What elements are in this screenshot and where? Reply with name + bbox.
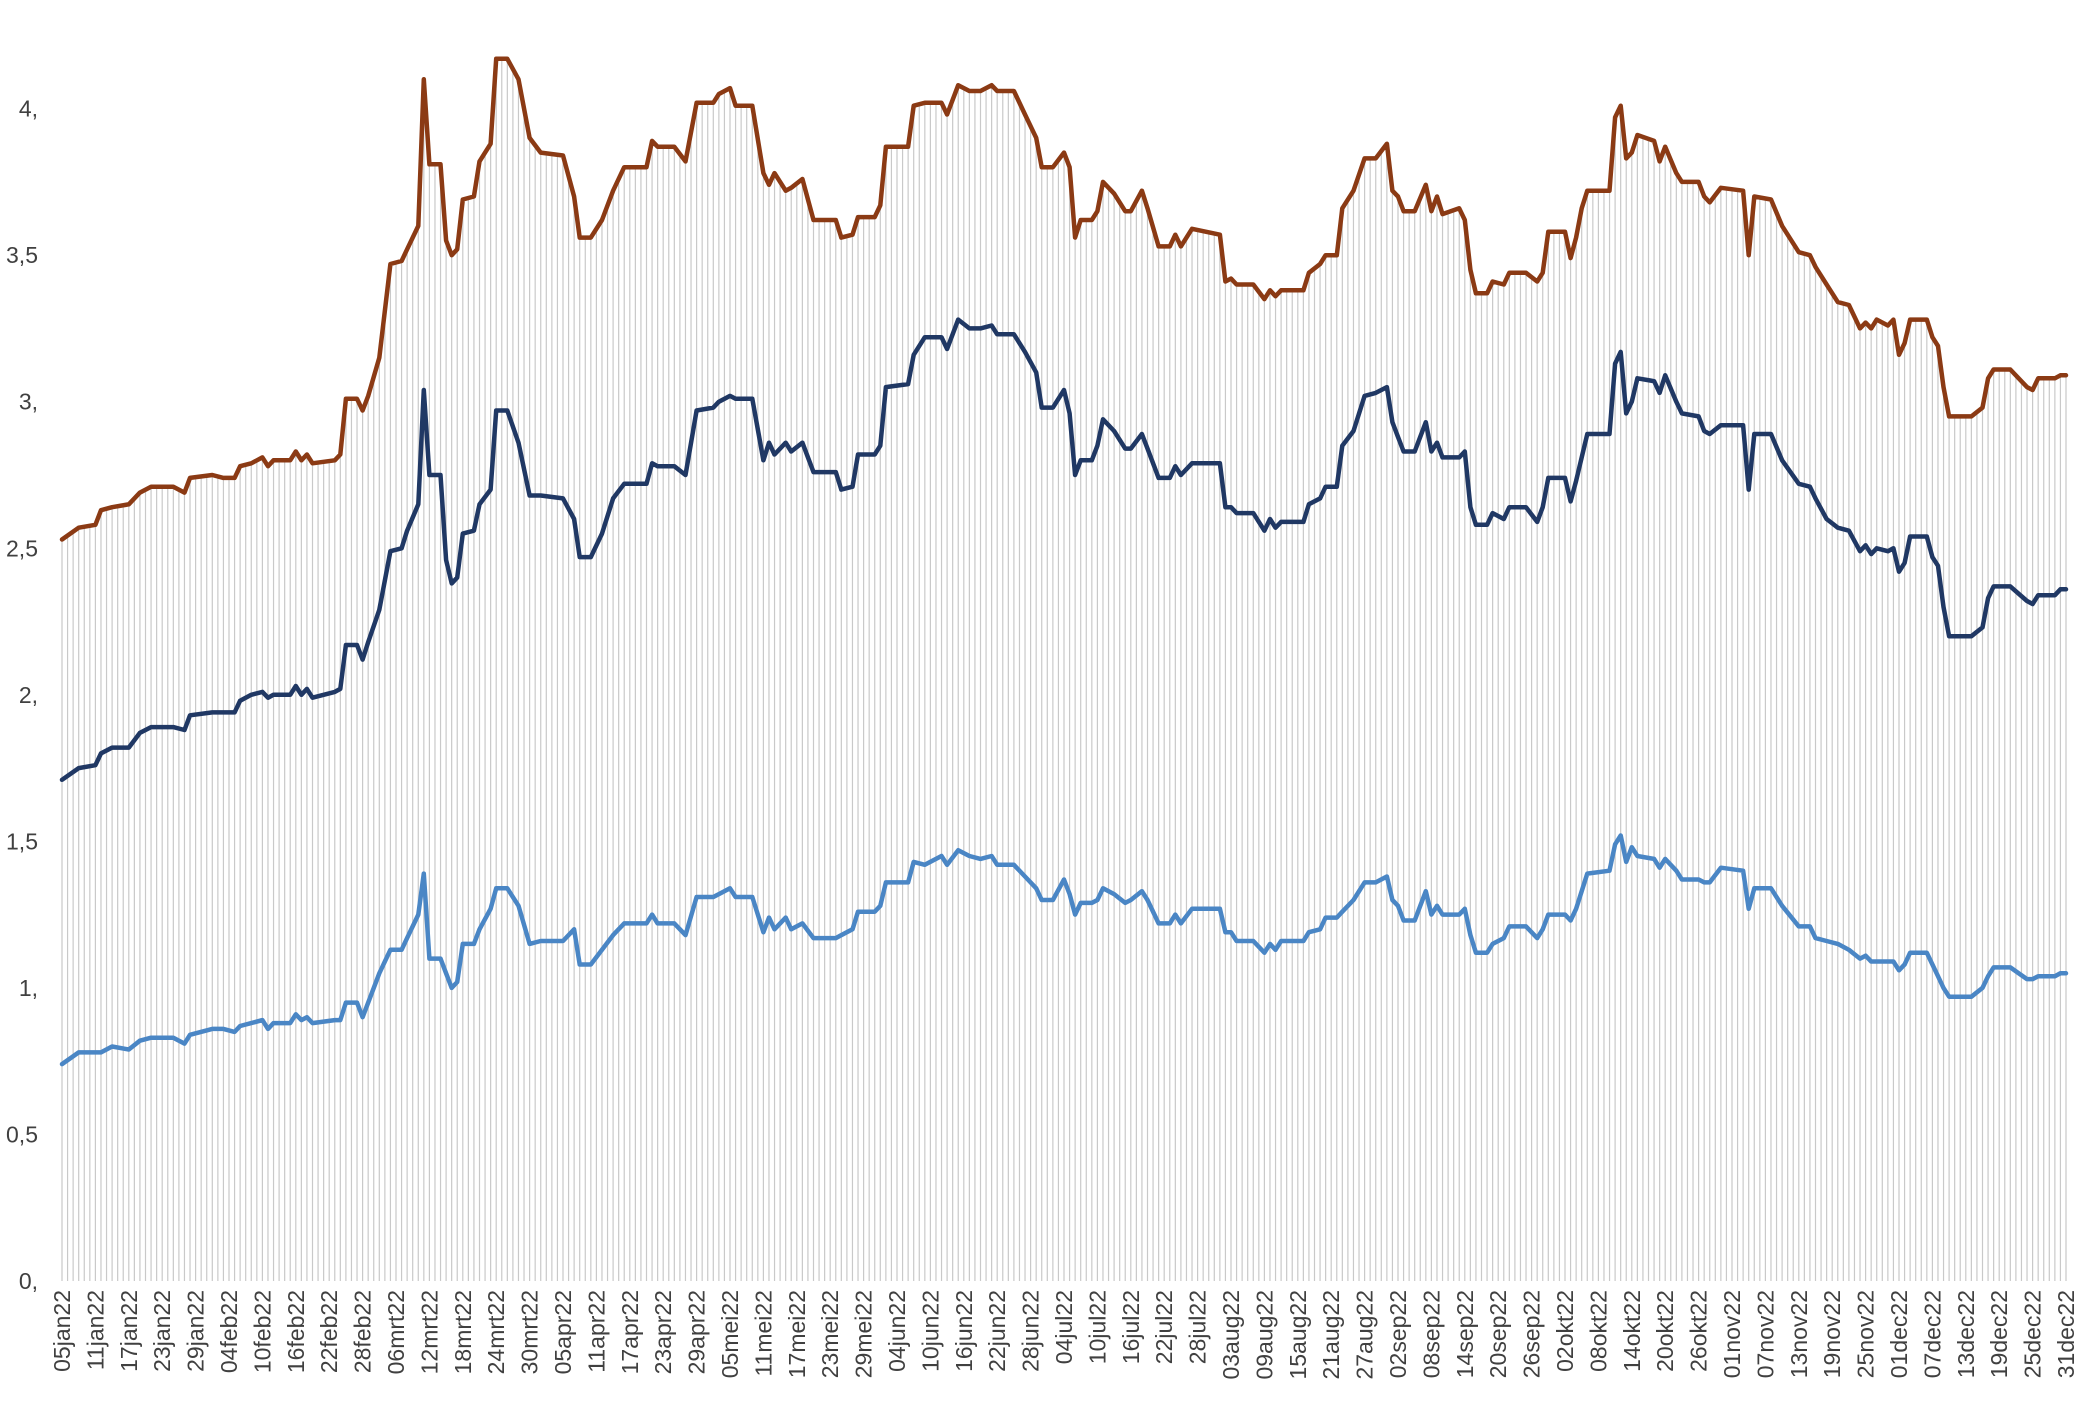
y-tick-label: 1, (19, 975, 38, 1001)
y-tick-label: 3,5 (6, 242, 38, 268)
x-tick-label: 25dec22 (2020, 1290, 2046, 1378)
x-tick-label: 19nov22 (1819, 1290, 1845, 1378)
x-tick-label: 28jul22 (1185, 1290, 1211, 1364)
y-tick-label: 2, (19, 682, 38, 708)
x-tick-label: 16feb22 (283, 1290, 309, 1373)
x-tick-label: 22jul22 (1151, 1290, 1177, 1364)
x-tick-label: 26okt22 (1686, 1290, 1712, 1372)
x-tick-label: 27aug22 (1352, 1290, 1378, 1380)
y-axis-tick-labels: 0, 0,5 1, 1,5 2, 2,5 3, 3,5 4, (6, 96, 38, 1294)
x-tick-label: 23apr22 (650, 1290, 676, 1374)
x-tick-label: 17apr22 (617, 1290, 643, 1374)
x-tick-label: 28jun22 (1018, 1290, 1044, 1372)
x-tick-label: 22jun22 (984, 1290, 1010, 1372)
x-tick-label: 06mrt22 (383, 1290, 409, 1374)
x-tick-label: 29jan22 (183, 1290, 209, 1372)
series-line-2 (59, 317, 2069, 783)
x-tick-label: 05apr22 (550, 1290, 576, 1374)
x-tick-label: 21aug22 (1318, 1290, 1344, 1380)
x-tick-label: 13nov22 (1786, 1290, 1812, 1378)
y-tick-label: 4, (19, 96, 38, 122)
x-tick-label: 10jun22 (917, 1290, 943, 1372)
x-tick-label: 09aug22 (1251, 1290, 1277, 1380)
x-tick-label: 14sep22 (1452, 1290, 1478, 1378)
series-lines (59, 56, 2069, 1067)
x-tick-label: 31dec22 (2053, 1290, 2079, 1378)
x-tick-label: 04feb22 (216, 1290, 242, 1373)
x-tick-label: 23mei22 (817, 1290, 843, 1378)
x-tick-label: 17mei22 (784, 1290, 810, 1378)
x-tick-label: 02okt22 (1552, 1290, 1578, 1372)
x-tick-label: 30mrt22 (517, 1290, 543, 1374)
y-tick-label: 1,5 (6, 828, 38, 854)
x-axis-tick-labels: 05jan22 11jan22 17jan22 23jan22 29jan22 04feb… (49, 1290, 2079, 1380)
x-tick-label: 23jan22 (149, 1290, 175, 1372)
x-tick-label: 20okt22 (1652, 1290, 1678, 1372)
series-line-1 (59, 56, 2069, 542)
x-tick-label: 07dec22 (1919, 1290, 1945, 1378)
x-tick-label: 22feb22 (316, 1290, 342, 1373)
y-tick-label: 2,5 (6, 535, 38, 561)
x-tick-label: 04jun22 (884, 1290, 910, 1372)
x-tick-label: 29mei22 (851, 1290, 877, 1378)
x-tick-label: 07nov22 (1752, 1290, 1778, 1378)
x-tick-label: 18mrt22 (450, 1290, 476, 1374)
x-tick-label: 15aug22 (1285, 1290, 1311, 1380)
x-tick-label: 03aug22 (1218, 1290, 1244, 1380)
x-tick-label: 11jan22 (82, 1290, 108, 1370)
x-tick-label: 28feb22 (350, 1290, 376, 1373)
x-tick-label: 01dec22 (1886, 1290, 1912, 1378)
y-tick-label: 0, (19, 1268, 38, 1294)
x-tick-label: 08sep22 (1418, 1290, 1444, 1378)
x-tick-label: 04jul22 (1051, 1290, 1077, 1364)
x-tick-label: 17jan22 (116, 1290, 142, 1372)
x-tick-label: 05mei22 (717, 1290, 743, 1378)
x-tick-label: 10jul22 (1084, 1290, 1110, 1364)
x-tick-label: 10feb22 (249, 1290, 275, 1373)
x-tick-label: 12mrt22 (416, 1290, 442, 1374)
y-tick-label: 0,5 (6, 1122, 38, 1148)
x-tick-label: 05jan22 (49, 1290, 75, 1372)
background-bars (61, 58, 2067, 1281)
x-tick-label: 29apr22 (684, 1290, 710, 1374)
x-tick-label: 16jul22 (1118, 1290, 1144, 1364)
x-tick-label: 16jun22 (951, 1290, 977, 1372)
y-tick-label: 3, (19, 389, 38, 415)
x-tick-label: 01nov22 (1719, 1290, 1745, 1378)
x-tick-label: 25nov22 (1853, 1290, 1879, 1378)
x-tick-label: 20sep22 (1485, 1290, 1511, 1378)
x-tick-label: 11apr22 (583, 1290, 609, 1373)
x-tick-label: 13dec22 (1953, 1290, 1979, 1378)
x-tick-label: 02sep22 (1385, 1290, 1411, 1378)
x-tick-label: 08okt22 (1585, 1290, 1611, 1372)
series-line-3 (59, 833, 2069, 1067)
x-tick-label: 19dec22 (1986, 1290, 2012, 1378)
x-tick-label: 14okt22 (1619, 1290, 1645, 1372)
x-tick-label: 26sep22 (1519, 1290, 1545, 1378)
x-tick-label: 11mei22 (750, 1290, 776, 1377)
x-tick-label: 24mrt22 (483, 1290, 509, 1374)
